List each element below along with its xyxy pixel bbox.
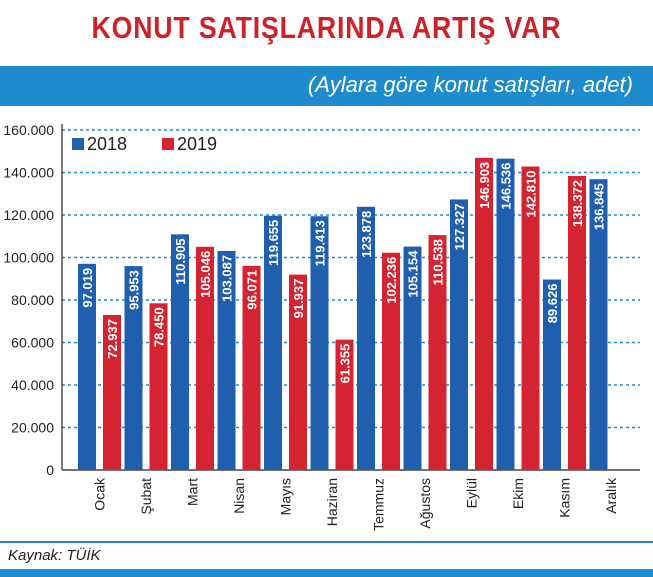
- bar-2018-ocak: [78, 263, 96, 470]
- bar-2019-temmuz: [382, 252, 400, 470]
- legend-label-2018: 2018: [87, 134, 127, 154]
- legend-swatch-2018: [72, 138, 84, 150]
- source-note: Kaynak: TÜİK: [8, 547, 101, 564]
- x-tick-label: Nisan: [231, 478, 247, 514]
- data-label: 103.087: [220, 255, 235, 302]
- data-label: 61.355: [338, 344, 353, 384]
- data-label: 142.810: [524, 171, 539, 218]
- bar-2019-kasım: [568, 175, 586, 470]
- data-label: 91.937: [291, 279, 306, 319]
- x-tick-label: Eylül: [464, 478, 480, 508]
- bar-2018-haziran: [310, 216, 329, 470]
- subtitle-band: (Aylara göre konut satışları, adet): [0, 66, 653, 106]
- bar-2018-kasım: [543, 279, 561, 470]
- bar-2018-nisan: [217, 250, 236, 470]
- data-label: 105.154: [406, 250, 421, 298]
- x-tick-label: Ekim: [510, 478, 526, 509]
- bar-2018-şubat: [124, 266, 143, 470]
- x-tick-label: Kasım: [557, 478, 573, 518]
- data-label: 102.236: [384, 257, 399, 304]
- data-label: 146.536: [499, 163, 514, 210]
- bar-2019-mart: [196, 246, 214, 470]
- data-label: 89.626: [545, 284, 560, 324]
- source-divider: [0, 541, 653, 543]
- x-tick-label: Temmuz: [371, 478, 387, 531]
- x-tick-label: Haziran: [324, 478, 340, 526]
- x-tick-label: Ocak: [92, 477, 108, 511]
- bars: 97.019 72.937 95.953 78.450 110.905 105.046 10…: [78, 157, 608, 470]
- legend-swatch-2019: [162, 138, 174, 150]
- y-tick-label: 40.000: [11, 377, 54, 393]
- y-tick-label: 100.000: [3, 250, 54, 266]
- data-label: 96.071: [245, 270, 260, 310]
- x-tick-label: Aralık: [603, 477, 619, 514]
- bar-2018-ağustos: [403, 246, 422, 470]
- x-tick-label: Ağustos: [417, 478, 433, 529]
- x-tick-label: Mayıs: [278, 478, 294, 515]
- bar-2019-nisan: [242, 265, 261, 470]
- bar-2018-aralık: [589, 179, 608, 470]
- bar-2018-mart: [171, 234, 189, 470]
- bar-2019-şubat: [149, 303, 168, 470]
- data-label: 110.538: [431, 239, 446, 285]
- data-label: 105.046: [198, 251, 213, 298]
- y-tick-label: 0: [46, 462, 54, 478]
- y-tick-label: 80.000: [11, 292, 54, 308]
- data-label: 146.903: [477, 162, 492, 209]
- data-label: 72.937: [105, 319, 120, 359]
- x-tick-label: Şubat: [138, 478, 154, 515]
- bar-2018-temmuz: [357, 206, 375, 470]
- chart-subtitle: (Aylara göre konut satışları, adet): [307, 72, 633, 97]
- bar-2019-eylül: [475, 157, 493, 470]
- y-tick-label: 120.000: [3, 207, 54, 223]
- chart-title: KONUT SATIŞLARINDA ARTIŞ VAR: [91, 10, 562, 45]
- data-label: 119.413: [313, 220, 328, 266]
- bar-2019-ekim: [521, 166, 540, 470]
- bar-2018-ekim: [496, 158, 515, 470]
- data-label: 127.327: [452, 203, 467, 250]
- data-label: 123.878: [359, 211, 374, 258]
- data-label: 78.450: [152, 307, 167, 347]
- data-label: 119.655: [266, 220, 281, 266]
- bar-2019-haziran: [335, 339, 354, 470]
- legend-label-2019: 2019: [177, 134, 217, 154]
- data-label: 97.019: [80, 268, 95, 308]
- bar-2019-ocak: [103, 315, 121, 470]
- y-tick-label: 140.000: [3, 165, 54, 181]
- legend: 2018 2019: [72, 134, 217, 154]
- y-tick-label: 60.000: [11, 335, 54, 351]
- y-tick-label: 20.000: [11, 420, 54, 436]
- data-label: 95.953: [127, 270, 142, 310]
- y-tick-label: 160.000: [3, 122, 54, 138]
- bar-2018-mayıs: [264, 215, 282, 470]
- data-label: 138.372: [570, 180, 585, 227]
- bar-chart: 0 20.000 40.000 60.000 80.000 100.000 120.000 1…: [3, 122, 640, 531]
- x-axis: Ocak Şubat Mart Nisan Mayıs Haziran Temmuz Ağus…: [92, 477, 620, 531]
- bottom-band: [0, 569, 653, 577]
- x-tick-label: Mart: [185, 478, 201, 506]
- bar-2019-mayıs: [289, 274, 307, 470]
- bar-2018-eylül: [450, 199, 468, 470]
- bar-2019-ağustos: [428, 235, 447, 470]
- data-label: 136.845: [592, 183, 607, 230]
- data-label: 110.905: [173, 238, 188, 284]
